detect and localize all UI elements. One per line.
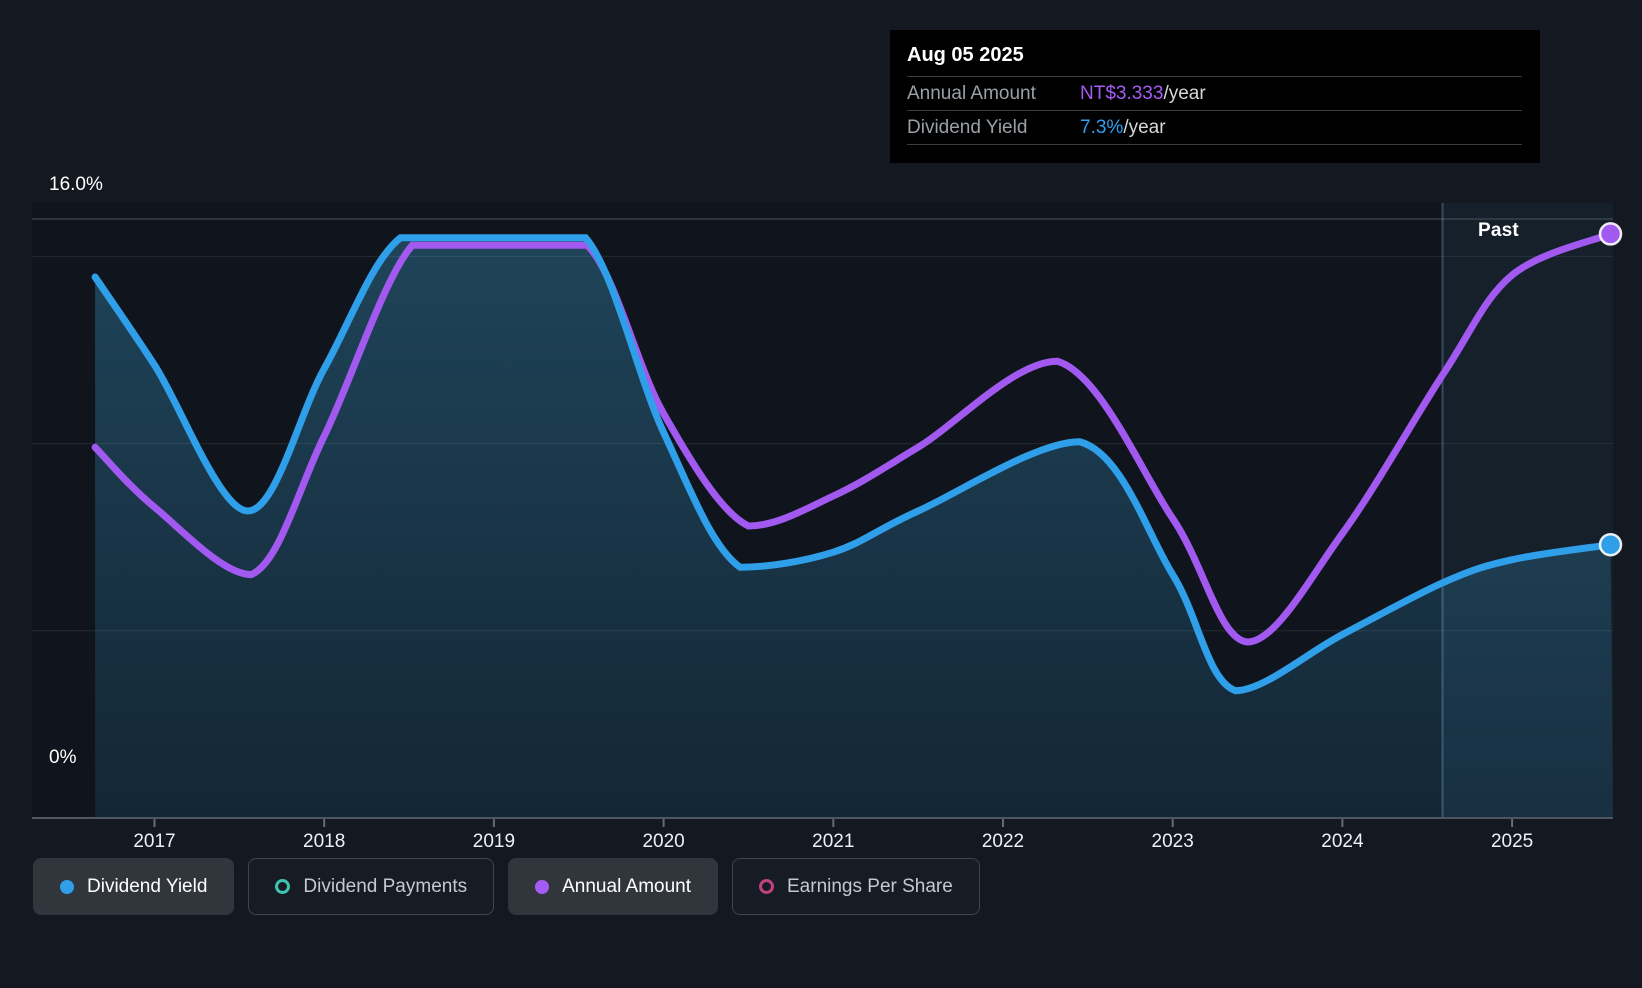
tooltip-suffix: /year	[1123, 116, 1166, 138]
x-axis-label-2022: 2022	[981, 831, 1025, 852]
tooltip-suffix: /year	[1163, 82, 1206, 104]
tooltip-row-annual-amount: Annual Amount NT$3.333/year	[907, 76, 1522, 110]
tooltip-value-annual-amount: NT$3.333	[1080, 82, 1164, 104]
x-axis-label-2025: 2025	[1490, 831, 1534, 852]
filled-dot-icon	[535, 879, 550, 894]
tooltip-row-dividend-yield: Dividend Yield 7.3%/year	[907, 110, 1522, 144]
past-region-overlay	[1442, 203, 1613, 818]
chart-tooltip: Aug 05 2025 Annual Amount NT$3.333/year …	[890, 30, 1540, 163]
x-axis-label-2023: 2023	[1151, 831, 1194, 852]
dividend-yield-area-fill	[95, 237, 1614, 818]
filled-dot-icon	[60, 879, 74, 894]
tooltip-date: Aug 05 2025	[907, 44, 1024, 66]
legend-toggle-annual-amount[interactable]: Annual Amount	[508, 858, 718, 915]
x-axis-label-2021: 2021	[812, 831, 855, 852]
tooltip-divider	[907, 144, 1522, 145]
legend-toggle-earnings-per-share[interactable]: Earnings Per Share	[732, 858, 980, 915]
y-axis-zero-label: 0%	[49, 747, 77, 768]
x-axis-label-2024: 2024	[1321, 831, 1364, 852]
tooltip-label: Dividend Yield	[907, 116, 1028, 138]
legend-toggle-dividend-payments[interactable]: Dividend Payments	[248, 858, 495, 915]
legend-label: Earnings Per Share	[787, 875, 953, 897]
x-axis-label-2019: 2019	[472, 831, 516, 852]
x-axis-label-2020: 2020	[642, 831, 685, 852]
legend-label: Dividend Payments	[303, 875, 468, 897]
legend-label: Annual Amount	[562, 875, 691, 897]
ring-dot-icon	[275, 879, 291, 894]
x-axis-label-2018: 2018	[303, 831, 346, 852]
ring-dot-icon	[759, 879, 774, 894]
tooltip-value-dividend-yield: 7.3%	[1080, 116, 1124, 138]
x-axis: 2017 2018 2019 2020 2021 2022 2023 2024 2025	[0, 831, 1642, 861]
y-axis-max-label: 16.0%	[49, 174, 103, 195]
annual-amount-marker[interactable]	[1598, 222, 1623, 246]
legend-label: Dividend Yield	[87, 875, 208, 897]
past-label: Past	[1478, 220, 1519, 241]
annual-amount-line	[91, 230, 1614, 646]
chart-legend: Dividend Yield Dividend Payments Annual Am…	[33, 858, 980, 915]
tooltip-label: Annual Amount	[907, 82, 1036, 104]
x-axis-label-2017: 2017	[133, 831, 176, 852]
dividend-yield-marker[interactable]	[1598, 532, 1623, 557]
dividend-yield-line	[91, 234, 1614, 695]
legend-toggle-dividend-yield[interactable]: Dividend Yield	[33, 858, 235, 915]
